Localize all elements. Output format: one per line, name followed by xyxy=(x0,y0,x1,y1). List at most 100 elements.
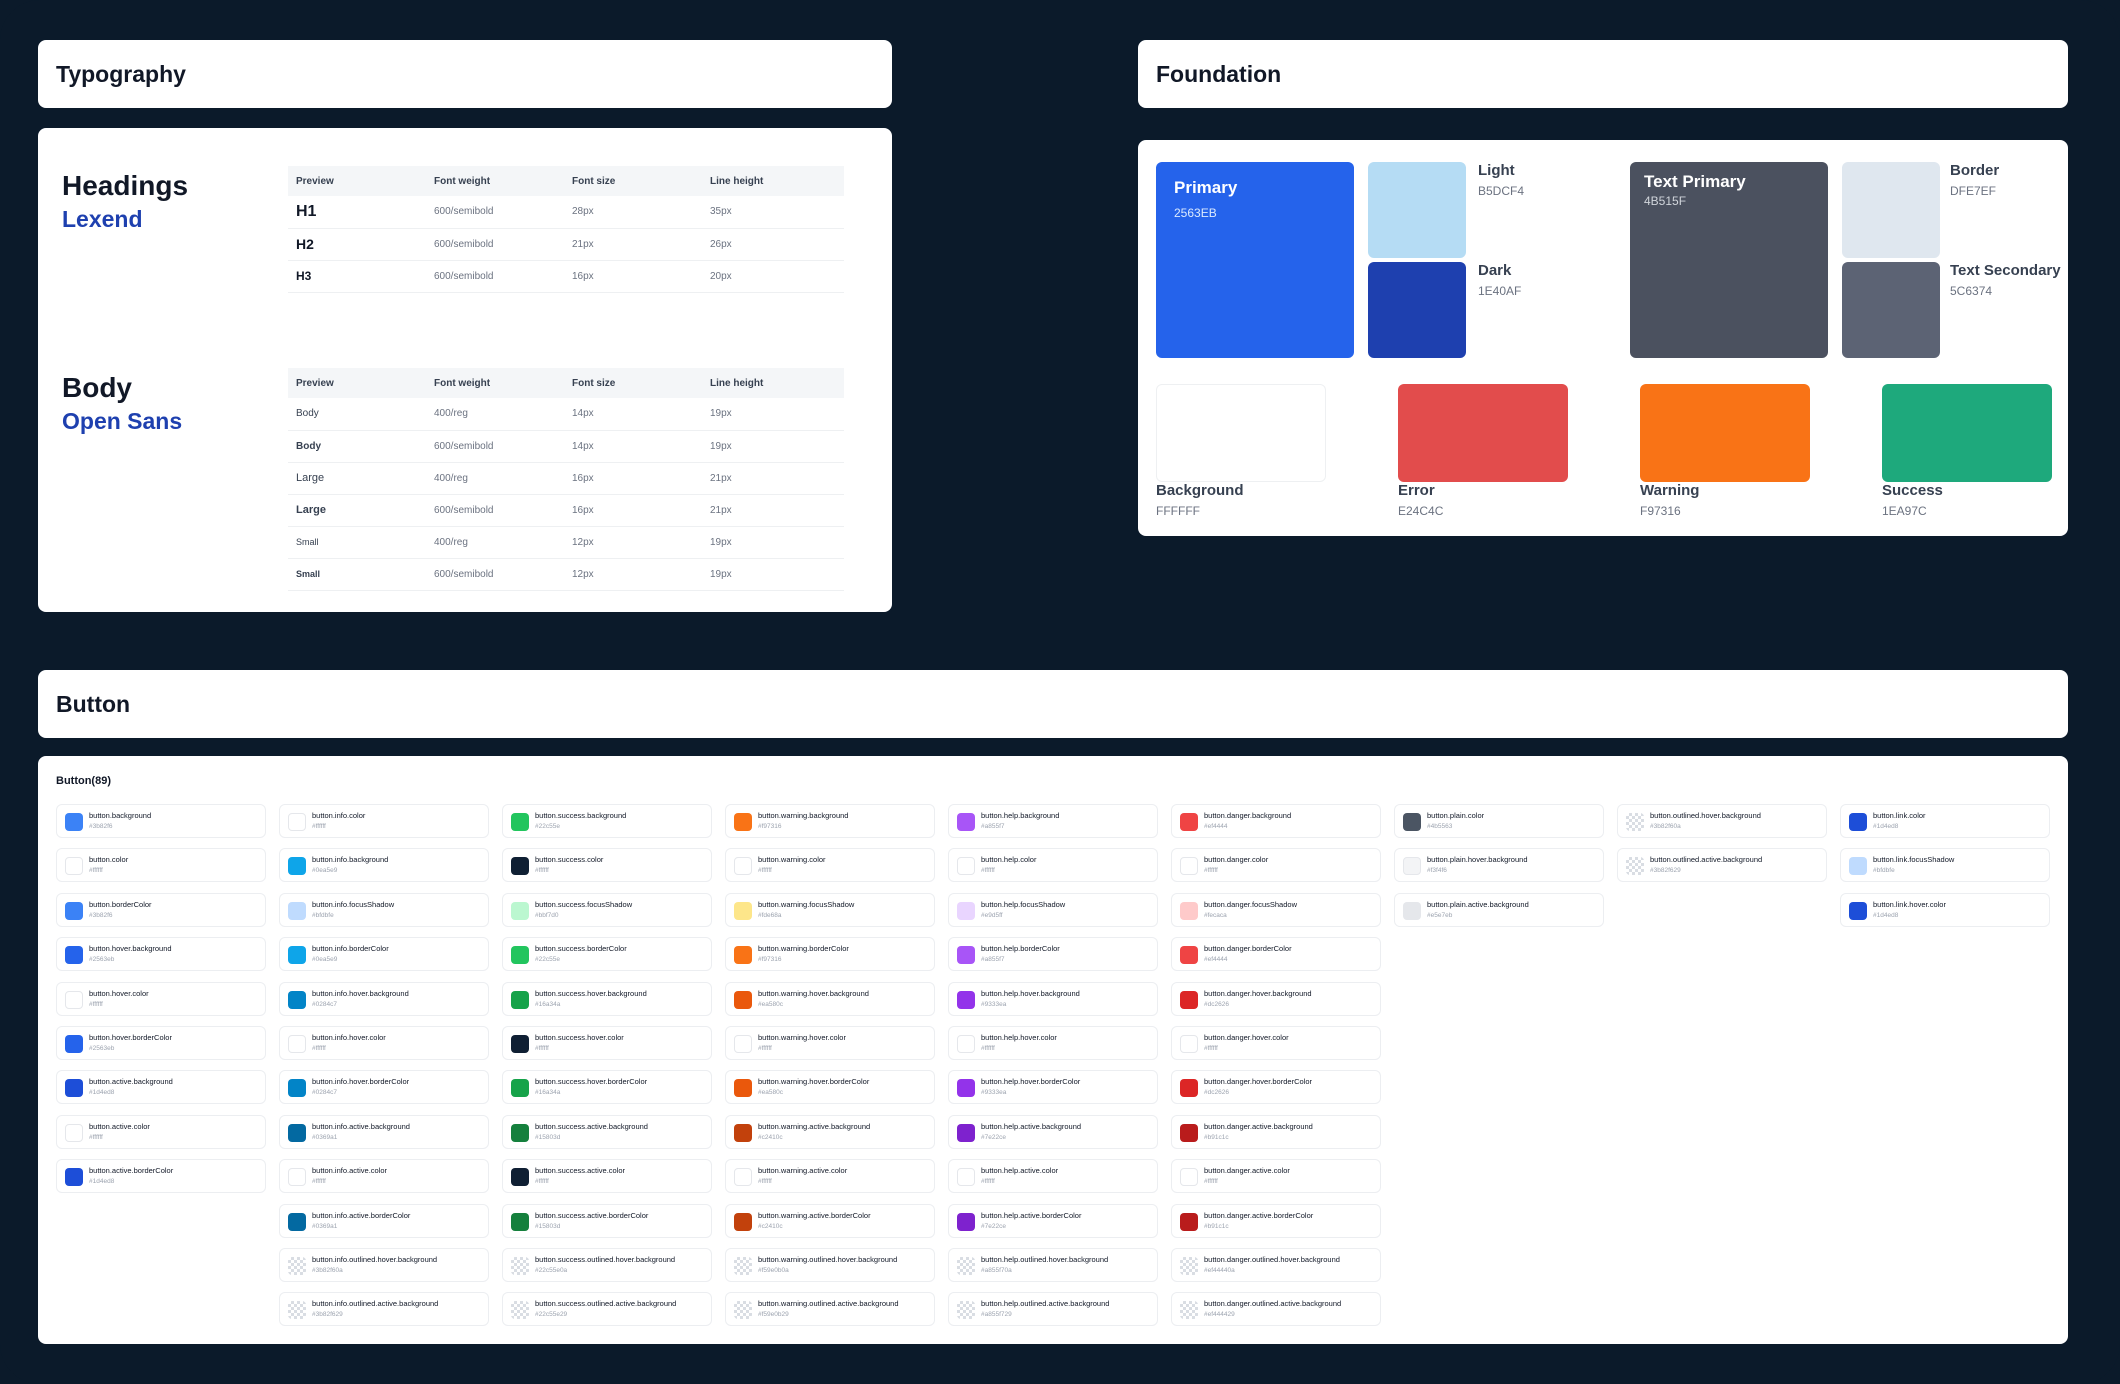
token-card[interactable]: button.info.outlined.hover.background #3b… xyxy=(279,1248,489,1282)
color-chip xyxy=(957,1035,975,1053)
token-card[interactable]: button.info.color #ffffff xyxy=(279,804,489,838)
token-card[interactable]: button.danger.active.background #b91c1c xyxy=(1171,1114,1381,1149)
token-card[interactable]: button.help.hover.background #9333ea xyxy=(948,981,1158,1016)
token-card[interactable]: button.warning.hover.background #ea580c xyxy=(725,981,935,1016)
token-card[interactable]: button.warning.focusShadow #fde68a xyxy=(725,892,935,927)
token-card[interactable]: button.link.color #1d4ed8 xyxy=(1840,804,2050,838)
token-card[interactable]: button.color #ffffff xyxy=(56,848,266,883)
token-card[interactable]: button.warning.hover.borderColor #ea580c xyxy=(725,1070,935,1105)
token-card[interactable]: button.warning.outlined.hover.background… xyxy=(725,1248,935,1282)
token-name: button.color xyxy=(89,855,129,865)
color-chip xyxy=(1180,946,1198,965)
token-card[interactable]: button.warning.borderColor #f97316 xyxy=(725,937,935,972)
token-card[interactable]: button.success.hover.color #ffffff xyxy=(502,1026,712,1060)
token-card[interactable]: button.hover.color #ffffff xyxy=(56,981,266,1016)
token-card[interactable]: button.danger.outlined.active.background… xyxy=(1171,1292,1381,1327)
token-card[interactable]: button.info.active.color #ffffff xyxy=(279,1159,489,1194)
table-row: Small 400/reg 12px 19px xyxy=(288,526,844,559)
token-card[interactable]: button.warning.background #f97316 xyxy=(725,804,935,838)
token-card[interactable]: button.help.outlined.active.background #a… xyxy=(948,1292,1158,1327)
token-card[interactable]: button.link.focusShadow #bfdbfe xyxy=(1840,848,2050,883)
token-card[interactable]: button.warning.hover.color #ffffff xyxy=(725,1026,935,1060)
token-card[interactable]: button.success.color #ffffff xyxy=(502,848,712,883)
token-card[interactable]: button.success.hover.borderColor #16a34a xyxy=(502,1070,712,1105)
token-value: #e5e7eb xyxy=(1427,911,1453,919)
token-card[interactable]: button.success.focusShadow #bbf7d0 xyxy=(502,892,712,927)
body-title: Body xyxy=(62,372,132,403)
token-card[interactable]: button.help.active.borderColor #7e22ce xyxy=(948,1203,1158,1238)
token-card[interactable]: button.help.background #a855f7 xyxy=(948,804,1158,838)
token-card[interactable]: button.success.hover.background #16a34a xyxy=(502,981,712,1016)
token-card[interactable]: button.danger.borderColor #ef4444 xyxy=(1171,937,1381,972)
token-card[interactable]: button.danger.color #ffffff xyxy=(1171,848,1381,883)
token-card[interactable]: button.info.hover.background #0284c7 xyxy=(279,981,489,1016)
token-card[interactable]: button.info.outlined.active.background #3… xyxy=(279,1292,489,1327)
token-card[interactable]: button.success.active.borderColor #15803d xyxy=(502,1203,712,1238)
color-chip xyxy=(511,1168,529,1187)
token-card[interactable]: button.help.active.background #7e22ce xyxy=(948,1114,1158,1149)
token-card[interactable]: button.success.background #22c55e xyxy=(502,804,712,838)
token-card[interactable]: button.danger.hover.background #dc2626 xyxy=(1171,981,1381,1016)
warning-label: Warning xyxy=(1640,482,1700,499)
token-card[interactable]: button.plain.hover.background #f3f4f6 xyxy=(1394,848,1604,883)
token-card[interactable]: button.success.outlined.hover.background… xyxy=(502,1248,712,1282)
color-chip xyxy=(511,1257,529,1275)
token-card[interactable]: button.info.active.borderColor #0369a1 xyxy=(279,1203,489,1238)
token-card[interactable]: button.help.color #ffffff xyxy=(948,848,1158,883)
token-card[interactable]: button.danger.hover.color #ffffff xyxy=(1171,1026,1381,1060)
token-card[interactable]: button.success.outlined.active.backgroun… xyxy=(502,1292,712,1327)
token-value: #16a34a xyxy=(535,1000,561,1008)
color-chip xyxy=(1626,813,1644,831)
token-card[interactable]: button.help.borderColor #a855f7 xyxy=(948,937,1158,972)
token-name: button.help.color xyxy=(981,855,1037,865)
token-card[interactable]: button.warning.active.color #ffffff xyxy=(725,1159,935,1194)
token-card[interactable]: button.active.color #ffffff xyxy=(56,1114,266,1149)
token-card[interactable]: button.help.outlined.hover.background #a8… xyxy=(948,1248,1158,1282)
token-card[interactable]: button.info.hover.borderColor #0284c7 xyxy=(279,1070,489,1105)
token-card[interactable]: button.danger.focusShadow #fecaca xyxy=(1171,892,1381,927)
token-card[interactable]: button.link.hover.color #1d4ed8 xyxy=(1840,892,2050,927)
token-card[interactable]: button.info.hover.color #ffffff xyxy=(279,1026,489,1060)
token-card[interactable]: button.background #3b82f6 xyxy=(56,804,266,838)
color-chip xyxy=(65,1123,83,1142)
token-card[interactable]: button.plain.color #4b5563 xyxy=(1394,804,1604,838)
token-card[interactable]: button.outlined.active.background #3b82f6… xyxy=(1617,848,1827,883)
token-card[interactable]: button.help.focusShadow #e9d5ff xyxy=(948,892,1158,927)
token-card[interactable]: button.help.hover.color #ffffff xyxy=(948,1026,1158,1060)
token-card[interactable]: button.success.borderColor #22c55e xyxy=(502,937,712,972)
token-card[interactable]: button.success.active.background #15803d xyxy=(502,1114,712,1149)
token-card[interactable]: button.borderColor #3b82f6 xyxy=(56,892,266,927)
token-card[interactable]: button.warning.color #ffffff xyxy=(725,848,935,883)
token-card[interactable]: button.plain.active.background #e5e7eb xyxy=(1394,892,1604,927)
token-card[interactable]: button.warning.active.borderColor #c2410c xyxy=(725,1203,935,1238)
token-card[interactable]: button.hover.borderColor #2563eb xyxy=(56,1026,266,1060)
token-card[interactable]: button.active.borderColor #1d4ed8 xyxy=(56,1159,266,1194)
token-card[interactable]: button.help.active.color #ffffff xyxy=(948,1159,1158,1194)
token-card[interactable]: button.danger.active.borderColor #b91c1c xyxy=(1171,1203,1381,1238)
token-card[interactable]: button.success.active.color #ffffff xyxy=(502,1159,712,1194)
color-chip xyxy=(957,1257,975,1275)
token-card[interactable]: button.warning.outlined.active.backgroun… xyxy=(725,1292,935,1327)
token-card[interactable]: button.danger.outlined.hover.background #… xyxy=(1171,1248,1381,1282)
color-chip xyxy=(1849,901,1867,920)
token-card[interactable]: button.warning.active.background #c2410c xyxy=(725,1114,935,1149)
token-card[interactable]: button.active.background #1d4ed8 xyxy=(56,1070,266,1105)
token-card[interactable]: button.hover.background #2563eb xyxy=(56,937,266,972)
token-card[interactable]: button.info.focusShadow #bfdbfe xyxy=(279,892,489,927)
token-name: button.active.color xyxy=(89,1121,150,1131)
color-chip xyxy=(288,1212,306,1231)
token-card[interactable]: button.info.background #0ea5e9 xyxy=(279,848,489,883)
headings-title: Headings xyxy=(62,170,189,201)
token-card[interactable]: button.danger.active.color #ffffff xyxy=(1171,1159,1381,1194)
token-card[interactable]: button.info.active.background #0369a1 xyxy=(279,1114,489,1149)
token-name: button.success.active.borderColor xyxy=(535,1210,649,1220)
token-name: button.help.active.background xyxy=(981,1121,1082,1131)
token-card[interactable]: button.help.hover.borderColor #9333ea xyxy=(948,1070,1158,1105)
token-card[interactable]: button.danger.hover.borderColor #dc2626 xyxy=(1171,1070,1381,1105)
token-value: #ffffff xyxy=(89,1000,103,1008)
table-cell: Body xyxy=(288,430,426,463)
success-swatch xyxy=(1882,384,2052,482)
token-card[interactable]: button.info.borderColor #0ea5e9 xyxy=(279,937,489,972)
token-card[interactable]: button.outlined.hover.background #3b82f60… xyxy=(1617,804,1827,838)
token-card[interactable]: button.danger.background #ef4444 xyxy=(1171,804,1381,838)
